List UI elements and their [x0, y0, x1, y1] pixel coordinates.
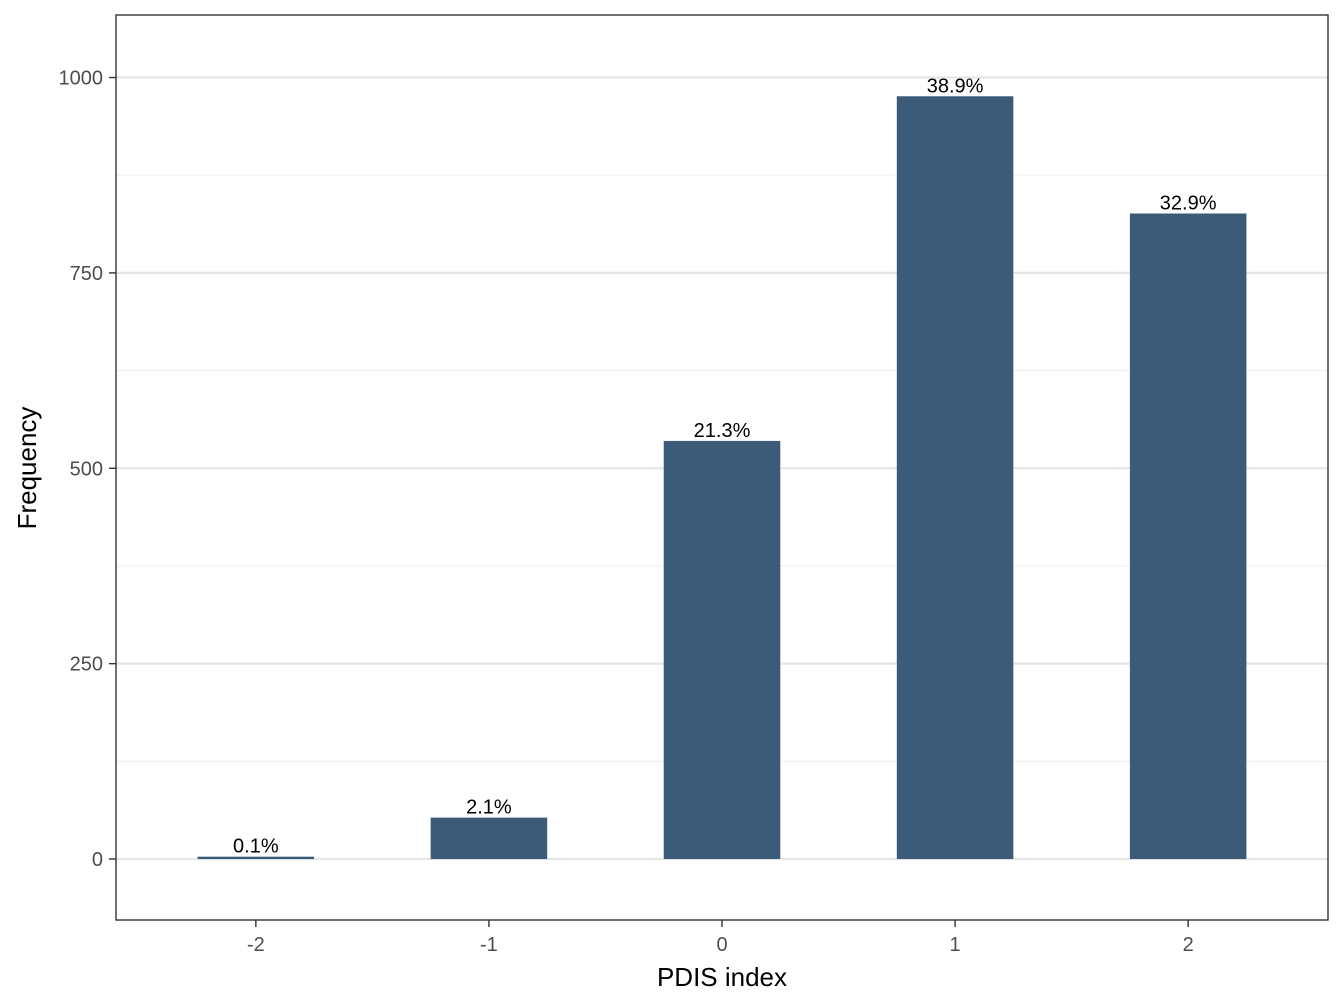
- y-tick-label: 1000: [59, 68, 104, 90]
- y-tick-label: 500: [70, 458, 103, 480]
- x-tick-label: 0: [716, 934, 727, 956]
- bar-data-label: 21.3%: [694, 420, 751, 442]
- y-tick-label: 750: [70, 263, 103, 285]
- bar: [896, 96, 1014, 860]
- y-tick-label: 250: [70, 654, 103, 676]
- y-axis-ticks: 0 250 500 750 1000: [59, 68, 116, 871]
- bar-data-label: 2.1%: [466, 797, 512, 819]
- bar-data-labels: 0.1% 2.1% 21.3% 38.9% 32.9%: [233, 75, 1217, 857]
- x-tick-label: -1: [480, 934, 498, 956]
- x-tick-label: 2: [1183, 934, 1194, 956]
- x-tick-label: -2: [247, 934, 265, 956]
- bar: [197, 856, 315, 860]
- bar: [663, 440, 781, 860]
- x-axis-title: PDIS index: [657, 962, 787, 992]
- x-tick-label: 1: [950, 934, 961, 956]
- bar: [430, 817, 548, 860]
- bar-data-label: 38.9%: [927, 75, 984, 97]
- bar-data-label: 0.1%: [233, 836, 279, 858]
- bar: [1129, 213, 1247, 860]
- y-axis-title: Frequency: [12, 407, 42, 530]
- bars: [197, 96, 1247, 860]
- x-axis-ticks: -2 -1 0 1 2: [247, 920, 1194, 956]
- bar-data-label: 32.9%: [1160, 193, 1217, 215]
- y-tick-label: 0: [92, 849, 103, 871]
